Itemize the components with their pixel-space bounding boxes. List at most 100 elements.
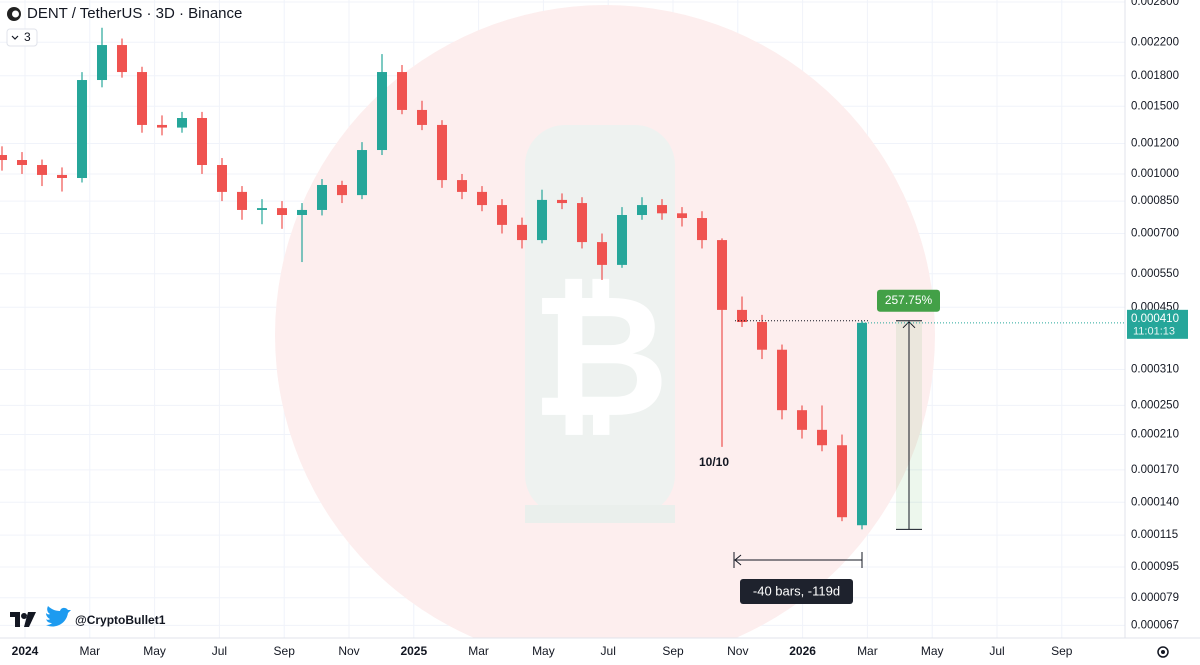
y-tick-label: 0.000850	[1131, 195, 1179, 207]
candle-body	[0, 155, 7, 161]
candle-body	[477, 191, 487, 206]
candle-body	[497, 205, 507, 225]
bitcoin-watermark: ₿	[275, 5, 935, 665]
candle-body	[677, 213, 687, 219]
y-tick-label: 0.001000	[1131, 168, 1179, 180]
y-tick-label: 0.000700	[1131, 228, 1179, 240]
x-tick-label: May	[921, 644, 944, 658]
candle-body	[817, 429, 827, 446]
candle-body	[277, 208, 287, 216]
candle-body	[37, 165, 47, 175]
header: DENT / TetherUS · 3D · Binance 3	[6, 5, 242, 47]
candle-body	[217, 165, 227, 192]
x-tick-label: Jul	[989, 644, 1004, 658]
y-tick-label: 0.000170	[1131, 464, 1179, 476]
candle-body	[417, 109, 427, 125]
x-tick-label: 2026	[789, 644, 816, 658]
y-tick-label: 0.002800	[1131, 0, 1179, 8]
last-price-label: 0.000410	[1131, 313, 1179, 325]
candle-body	[237, 191, 247, 210]
candle-body	[697, 218, 707, 241]
y-tick-label: 0.000079	[1131, 592, 1179, 604]
range-label-box	[740, 579, 853, 604]
settings-button[interactable]	[1157, 646, 1169, 658]
chart-title: DENT / TetherUS · 3D · Binance	[27, 5, 242, 22]
range-label: -40 bars, -119d	[753, 583, 840, 598]
last-price-box	[1127, 309, 1188, 339]
x-tick-label: May	[532, 644, 555, 658]
candle-body	[17, 160, 27, 166]
watermark-handle: @CryptoBullet1	[75, 613, 166, 627]
x-tick-label: Nov	[727, 644, 748, 658]
x-tick-label: 2025	[400, 644, 427, 658]
measure-arrow-head	[902, 321, 916, 329]
candle-body	[317, 184, 327, 210]
candle-body	[397, 72, 407, 110]
time-axis	[0, 638, 1200, 665]
symbol-logo	[12, 10, 19, 18]
candle-body	[557, 199, 567, 204]
annotation: 10/10	[699, 455, 729, 469]
drawings: 257.75% -40 bars, -119d 10/10	[699, 289, 940, 604]
candle-body	[837, 445, 847, 518]
x-tick-label: Mar	[468, 644, 489, 658]
candle-body	[657, 205, 667, 214]
tradingview-logo	[10, 612, 36, 627]
candle-body	[597, 242, 607, 265]
candle-body	[297, 209, 307, 216]
measure-label-box	[877, 289, 940, 312]
candle-body	[337, 184, 347, 196]
y-tick-label: 0.000210	[1131, 429, 1179, 441]
y-tick-label: 0.000115	[1131, 529, 1178, 541]
candle-body	[577, 203, 587, 243]
y-tick-label: 0.000250	[1131, 399, 1179, 411]
candle-body	[77, 80, 87, 179]
candle-body	[537, 199, 547, 241]
candle-body	[197, 117, 207, 166]
candle-body	[137, 72, 147, 125]
candle-body	[797, 410, 807, 430]
countdown-label: 11:01:13	[1133, 326, 1175, 338]
candle-body	[57, 174, 67, 179]
indicator-toggle[interactable]	[6, 28, 38, 47]
y-tick-label: 0.001500	[1131, 100, 1179, 112]
candle-body	[157, 124, 167, 128]
indicator-count: 3	[24, 30, 31, 44]
candle-body	[757, 322, 767, 350]
axis-labels: 0.002800 0.002200 0.001800 0.001500 0.001200…	[12, 0, 1188, 658]
candle-body	[117, 45, 127, 73]
measure-label: 257.75%	[885, 293, 933, 307]
candle-body	[857, 322, 867, 526]
candle-body	[97, 45, 107, 81]
candles	[0, 27, 867, 530]
y-tick-label: 0.000310	[1131, 364, 1179, 376]
candle-body	[377, 72, 387, 151]
candle-body	[257, 208, 267, 210]
candle-body	[777, 349, 787, 411]
x-tick-label: 2024	[12, 644, 39, 658]
y-tick-label: 0.002200	[1131, 36, 1179, 48]
x-tick-label: Sep	[662, 644, 684, 658]
chevron-icon	[11, 35, 19, 40]
candle-body	[177, 117, 187, 128]
twitter-logo	[46, 606, 71, 627]
x-tick-label: May	[143, 644, 166, 658]
candle-body	[717, 240, 727, 310]
y-tick-label: 0.000095	[1131, 561, 1179, 573]
candle-body	[617, 215, 627, 265]
candle-body	[457, 180, 467, 192]
x-tick-label: Jul	[212, 644, 227, 658]
candle-body	[637, 205, 647, 216]
x-tick-label: Sep	[274, 644, 296, 658]
x-tick-label: Nov	[338, 644, 359, 658]
range-arrow-head	[734, 554, 742, 566]
branding: @CryptoBullet1	[10, 606, 166, 627]
y-tick-label: 0.001200	[1131, 138, 1179, 150]
y-tick-label: 0.001800	[1131, 70, 1179, 82]
x-tick-label: Mar	[79, 644, 100, 658]
x-tick-label: Sep	[1051, 644, 1073, 658]
x-tick-label: Mar	[857, 644, 878, 658]
candle-body	[517, 224, 527, 241]
candle-body	[437, 124, 447, 181]
